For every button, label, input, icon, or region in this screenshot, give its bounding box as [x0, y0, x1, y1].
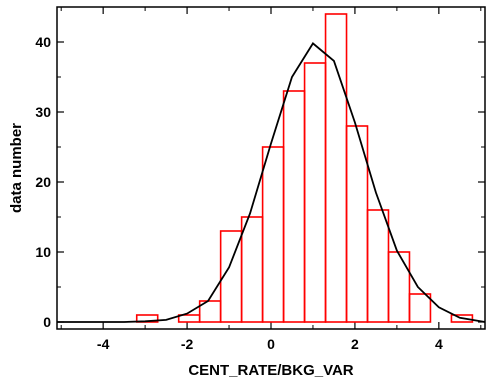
histogram-bin — [282, 90, 306, 323]
x-tick-label: 0 — [267, 336, 275, 352]
histogram-bin — [366, 209, 390, 323]
histogram-bin — [261, 146, 285, 323]
histogram-bin — [303, 62, 327, 323]
y-tick-label: 40 — [35, 34, 51, 50]
x-tick-label: 2 — [351, 336, 359, 352]
plot-frame — [56, 6, 486, 330]
y-axis-ticks: 0 10 20 30 40 — [35, 6, 485, 330]
histogram-series — [135, 13, 474, 323]
y-axis-label: data number — [8, 123, 25, 213]
histogram-bin — [387, 251, 411, 323]
y-tick-label: 0 — [43, 314, 51, 330]
y-tick-label: 30 — [35, 104, 51, 120]
x-axis-ticks: -4 -2 0 2 4 — [60, 7, 482, 352]
y-tick-label: 20 — [35, 174, 51, 190]
histogram-bin — [324, 13, 348, 323]
x-tick-label: -4 — [97, 336, 110, 352]
fit-curve-line — [57, 42, 486, 323]
y-tick-label: 10 — [35, 244, 51, 260]
x-tick-label: -2 — [181, 336, 194, 352]
histogram-bin — [408, 293, 432, 323]
histogram-bin — [240, 216, 264, 323]
histogram-bin — [450, 314, 474, 323]
x-tick-label: 4 — [435, 336, 443, 352]
fit-curve-series — [57, 42, 486, 323]
x-axis-label: CENT_RATE/BKG_VAR — [188, 362, 353, 379]
